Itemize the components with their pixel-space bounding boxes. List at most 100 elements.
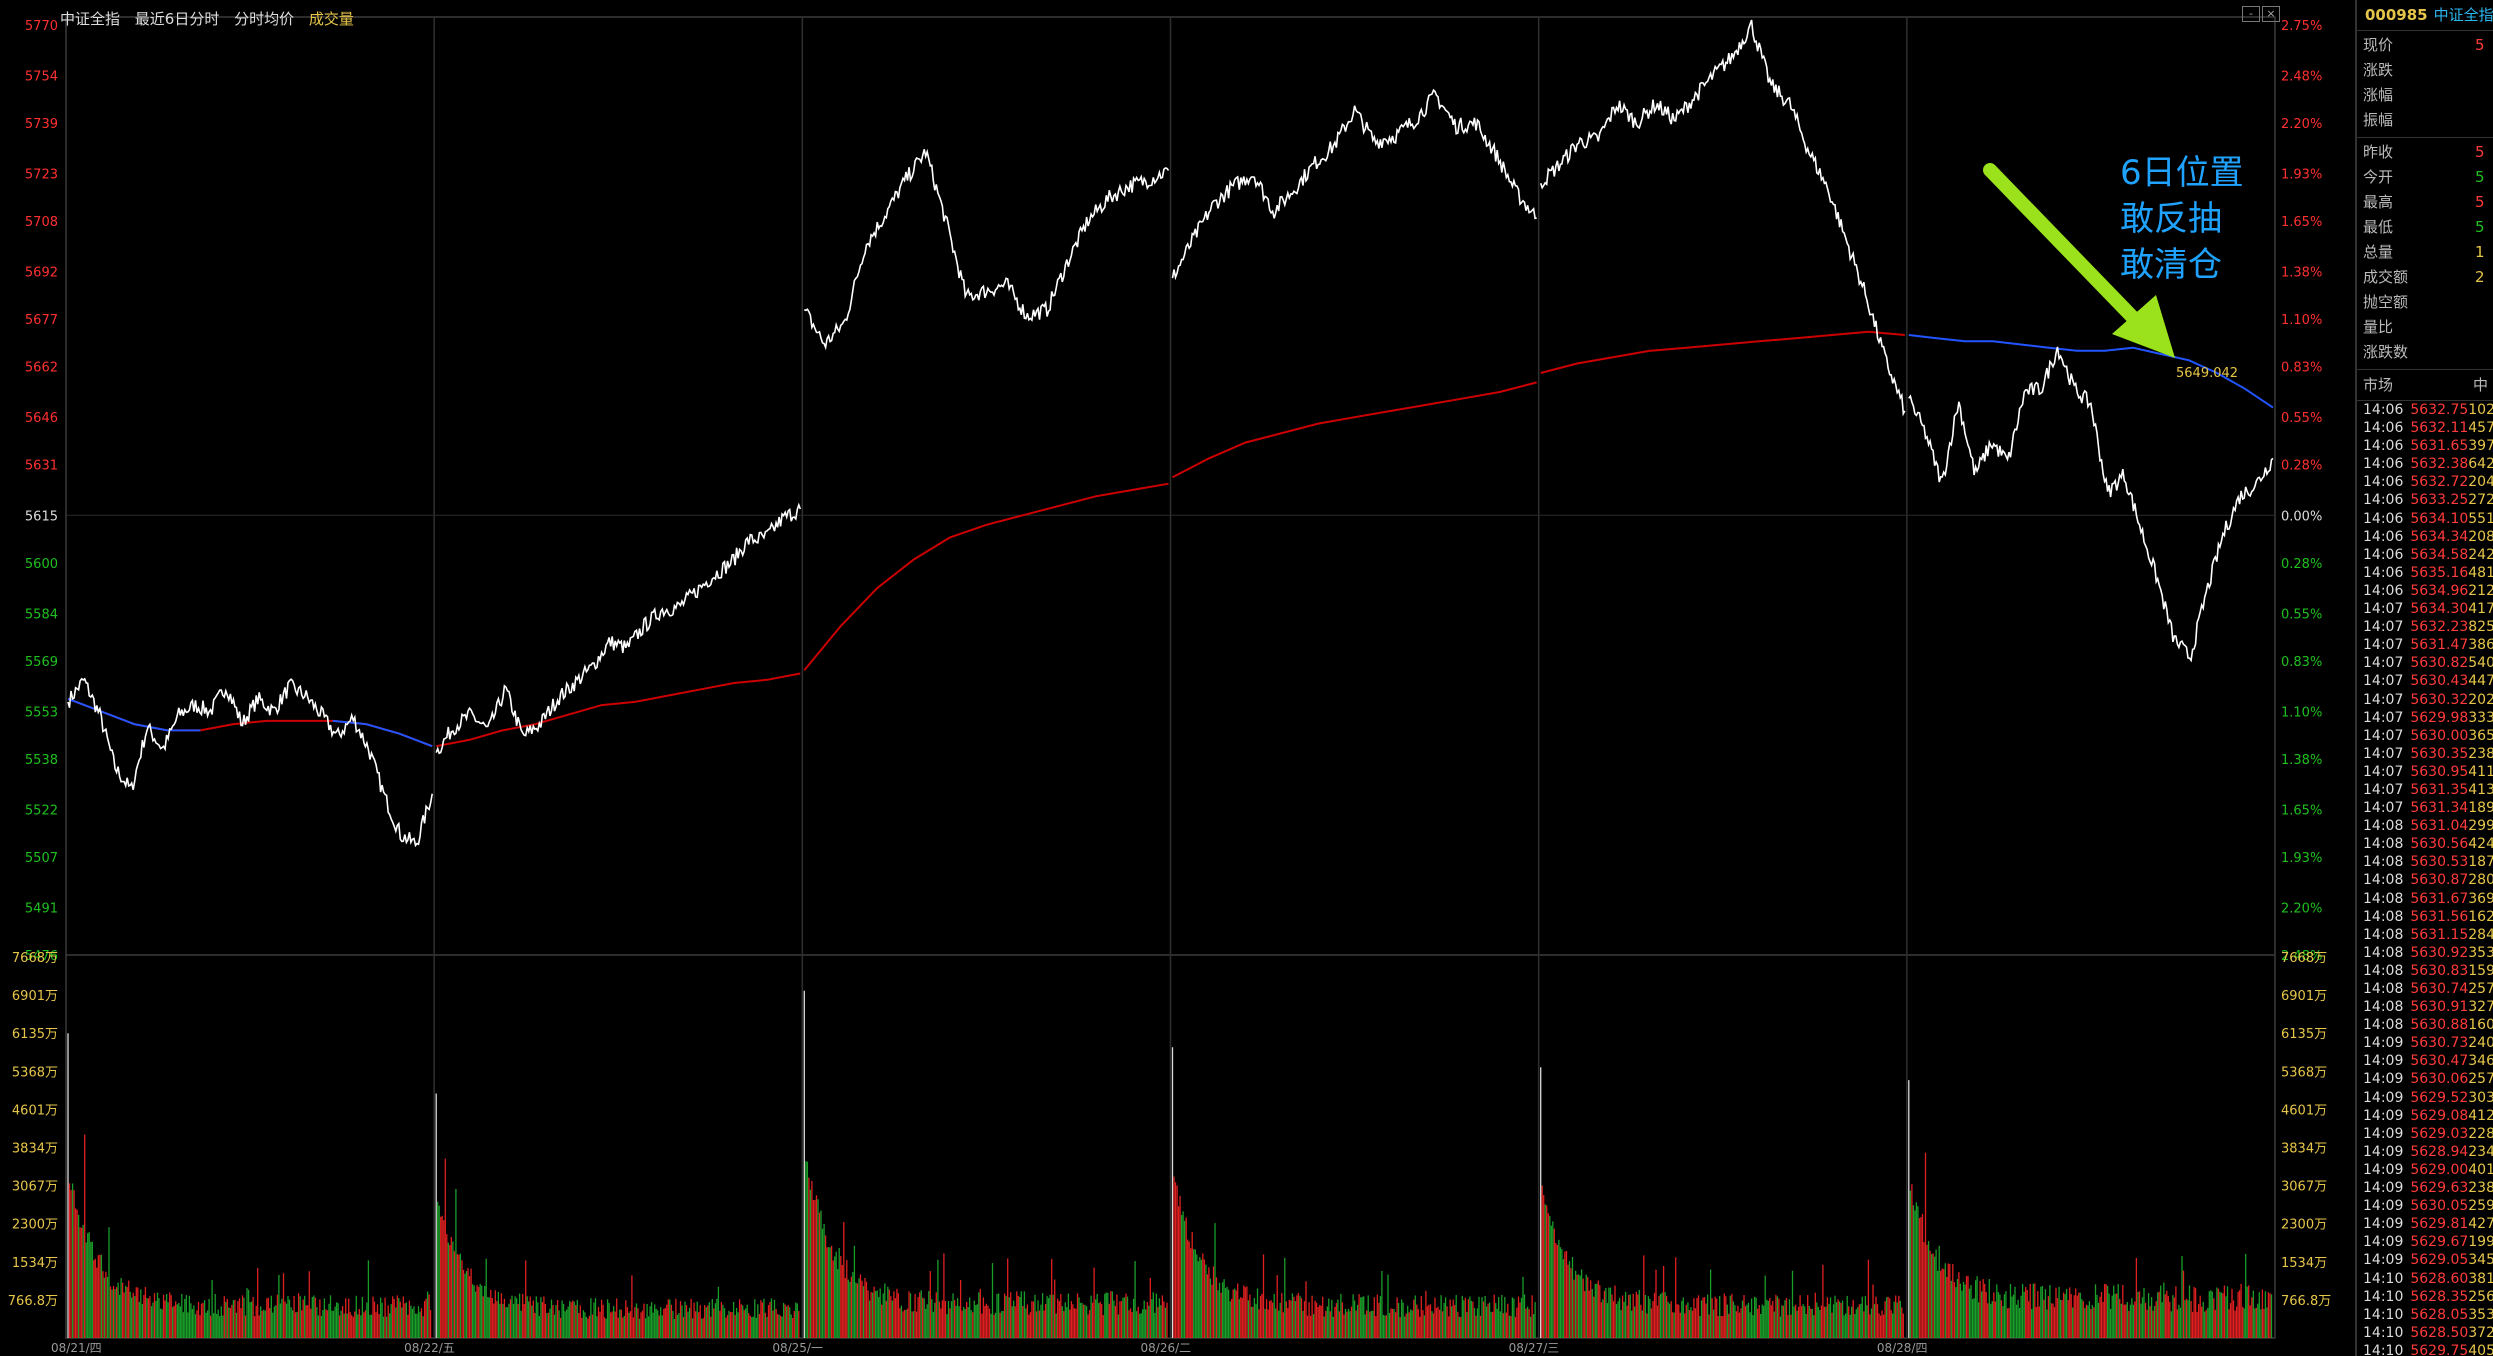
tick-price: 5628.35 — [2410, 1288, 2469, 1305]
tick-price: 5631.15 — [2410, 926, 2469, 943]
tick-time: 14:08 — [2363, 872, 2404, 889]
quote-row: 最高 5 — [2357, 190, 2493, 215]
tick-price: 5632.11 — [2410, 420, 2469, 437]
quote-row: 昨收 5 — [2357, 140, 2493, 165]
pct-tick-label: 1.10% — [2281, 705, 2322, 720]
price-tick-label: 5538 — [25, 753, 58, 768]
price-line-08/26 — [1171, 88, 1537, 281]
price-tick-label: 5662 — [25, 361, 58, 376]
pct-tick-label: 2.48% — [2281, 70, 2322, 85]
volume-tick-label: 6901万 — [12, 989, 58, 1004]
tick-row: 14:07 5632.23 825 — [2357, 618, 2493, 636]
intraday-chart[interactable]: 5770 5754 5739 5723 5708 5692 5677 5662 5646 5631… — [0, 0, 2355, 1356]
tick-time: 14:07 — [2363, 745, 2404, 762]
average-line-segment — [67, 697, 201, 732]
volume-tick-label: 2300万 — [12, 1218, 58, 1233]
tick-row: 14:07 5630.82 540 — [2357, 654, 2493, 672]
tick-time: 14:09 — [2363, 1252, 2404, 1269]
tick-time: 14:10 — [2363, 1342, 2404, 1356]
quote-value: 1 — [2475, 243, 2485, 261]
tick-time: 14:08 — [2363, 981, 2404, 997]
quote-row: 涨跌 — [2357, 58, 2493, 83]
quote-value — [2475, 340, 2493, 365]
symbol-header: 000985 中证全指 — [2357, 0, 2493, 31]
ticks-header-name: 中 — [2473, 376, 2489, 394]
tick-volume: 353 — [2468, 944, 2493, 961]
tick-price: 5634.10 — [2410, 510, 2469, 527]
quote-panel: 000985 中证全指 现价 5 涨跌 涨幅 振幅 昨收 5 今开 5 最高 5 最低 5 总量 1 成交额 2… — [2355, 0, 2493, 1356]
volume-tick-label: 6135万 — [12, 1027, 58, 1042]
price-line-08/22 — [435, 502, 802, 755]
price-tick-label: 5708 — [25, 215, 58, 230]
tick-volume: 372 — [2468, 1324, 2493, 1341]
tick-time: 14:08 — [2363, 962, 2404, 979]
tick-list[interactable]: 14:06 5632.75 102 14:06 5632.11 457 14:06 5631.… — [2357, 401, 2493, 1356]
tick-price: 5634.30 — [2410, 601, 2469, 618]
tick-price: 5631.56 — [2410, 908, 2469, 925]
quote-row: 振幅 — [2357, 108, 2493, 133]
tick-row: 14:06 5631.65 397 — [2357, 437, 2493, 455]
quote-row: 抛空额 — [2357, 290, 2493, 315]
date-label: 08/27/三 — [1509, 1341, 1560, 1355]
tick-row: 14:06 5634.34 208 — [2357, 528, 2493, 546]
tick-volume: 386 — [2468, 637, 2493, 654]
price-tick-label: 5476 — [25, 949, 58, 964]
tick-volume: 540 — [2468, 655, 2493, 672]
tick-row: 14:09 5628.94 234 — [2357, 1143, 2493, 1161]
tick-price: 5628.94 — [2410, 1143, 2469, 1160]
volume-bars — [67, 990, 2273, 1338]
tick-volume: 199 — [2468, 1234, 2493, 1251]
minimize-button[interactable]: - — [2242, 6, 2260, 22]
tick-volume: 272 — [2468, 492, 2493, 509]
tick-time: 14:08 — [2363, 944, 2404, 961]
tick-row: 14:09 5629.03 228 — [2357, 1125, 2493, 1143]
tick-time: 14:07 — [2363, 800, 2404, 817]
tick-time: 14:10 — [2363, 1270, 2404, 1287]
tick-time: 14:06 — [2363, 438, 2404, 455]
tick-row: 14:07 5631.34 189 — [2357, 799, 2493, 817]
tick-time: 14:07 — [2363, 727, 2404, 744]
tick-price: 5631.35 — [2410, 781, 2469, 798]
tick-time: 14:10 — [2363, 1306, 2404, 1323]
tick-price: 5632.23 — [2410, 619, 2469, 636]
tick-volume: 412 — [2468, 1107, 2493, 1124]
tick-row: 14:09 5629.52 303 — [2357, 1089, 2493, 1107]
tick-price: 5634.58 — [2410, 546, 2469, 563]
tick-price: 5631.47 — [2410, 637, 2469, 654]
price-tick-label: 5491 — [25, 902, 58, 917]
tick-volume: 162 — [2468, 908, 2493, 925]
date-label: 08/25/一 — [772, 1341, 823, 1355]
tick-time: 14:06 — [2363, 456, 2404, 473]
pct-tick-label: 0.28% — [2281, 459, 2322, 474]
date-axis: 08/21/四 08/22/五 08/25/一 08/26/二 08/27/三 08/28… — [51, 1341, 1927, 1355]
quote-value: 5 — [2475, 193, 2485, 211]
quote-label: 振幅 — [2363, 111, 2394, 129]
tick-volume: 212 — [2468, 582, 2493, 599]
date-label: 08/21/四 — [51, 1341, 102, 1355]
tick-price: 5630.00 — [2410, 727, 2469, 744]
tick-price: 5630.92 — [2410, 944, 2469, 961]
tick-row: 14:06 5635.16 481 — [2357, 564, 2493, 582]
quote-label: 总量 — [2363, 243, 2394, 261]
volume-tick-label: 3834万 — [2281, 1142, 2327, 1157]
tick-row: 14:08 5631.04 299 — [2357, 817, 2493, 835]
tick-price: 5628.05 — [2410, 1306, 2469, 1323]
tick-volume: 257 — [2468, 981, 2493, 997]
volume-tick-label: 7668万 — [2281, 951, 2327, 966]
tick-row: 14:06 5634.96 212 — [2357, 582, 2493, 600]
tick-volume: 238 — [2468, 745, 2493, 762]
tick-price: 5630.73 — [2410, 1035, 2469, 1052]
annotation-line-2: 敢反抽 — [2120, 199, 2222, 239]
volume-tick-label: 1534万 — [2281, 1256, 2327, 1271]
quote-row: 现价 5 — [2357, 33, 2493, 58]
tick-price: 5630.88 — [2410, 1017, 2469, 1034]
tick-row: 14:08 5630.74 257 — [2357, 980, 2493, 998]
tick-time: 14:09 — [2363, 1234, 2404, 1251]
tick-time: 14:08 — [2363, 999, 2404, 1016]
tick-row: 14:09 5629.00 401 — [2357, 1161, 2493, 1179]
tick-volume: 447 — [2468, 673, 2493, 690]
close-button[interactable]: × — [2262, 6, 2280, 22]
volume-tick-label: 5368万 — [12, 1065, 58, 1080]
average-line-segment — [332, 719, 433, 748]
mode-label[interactable]: 最近6日分时 — [134, 10, 220, 28]
